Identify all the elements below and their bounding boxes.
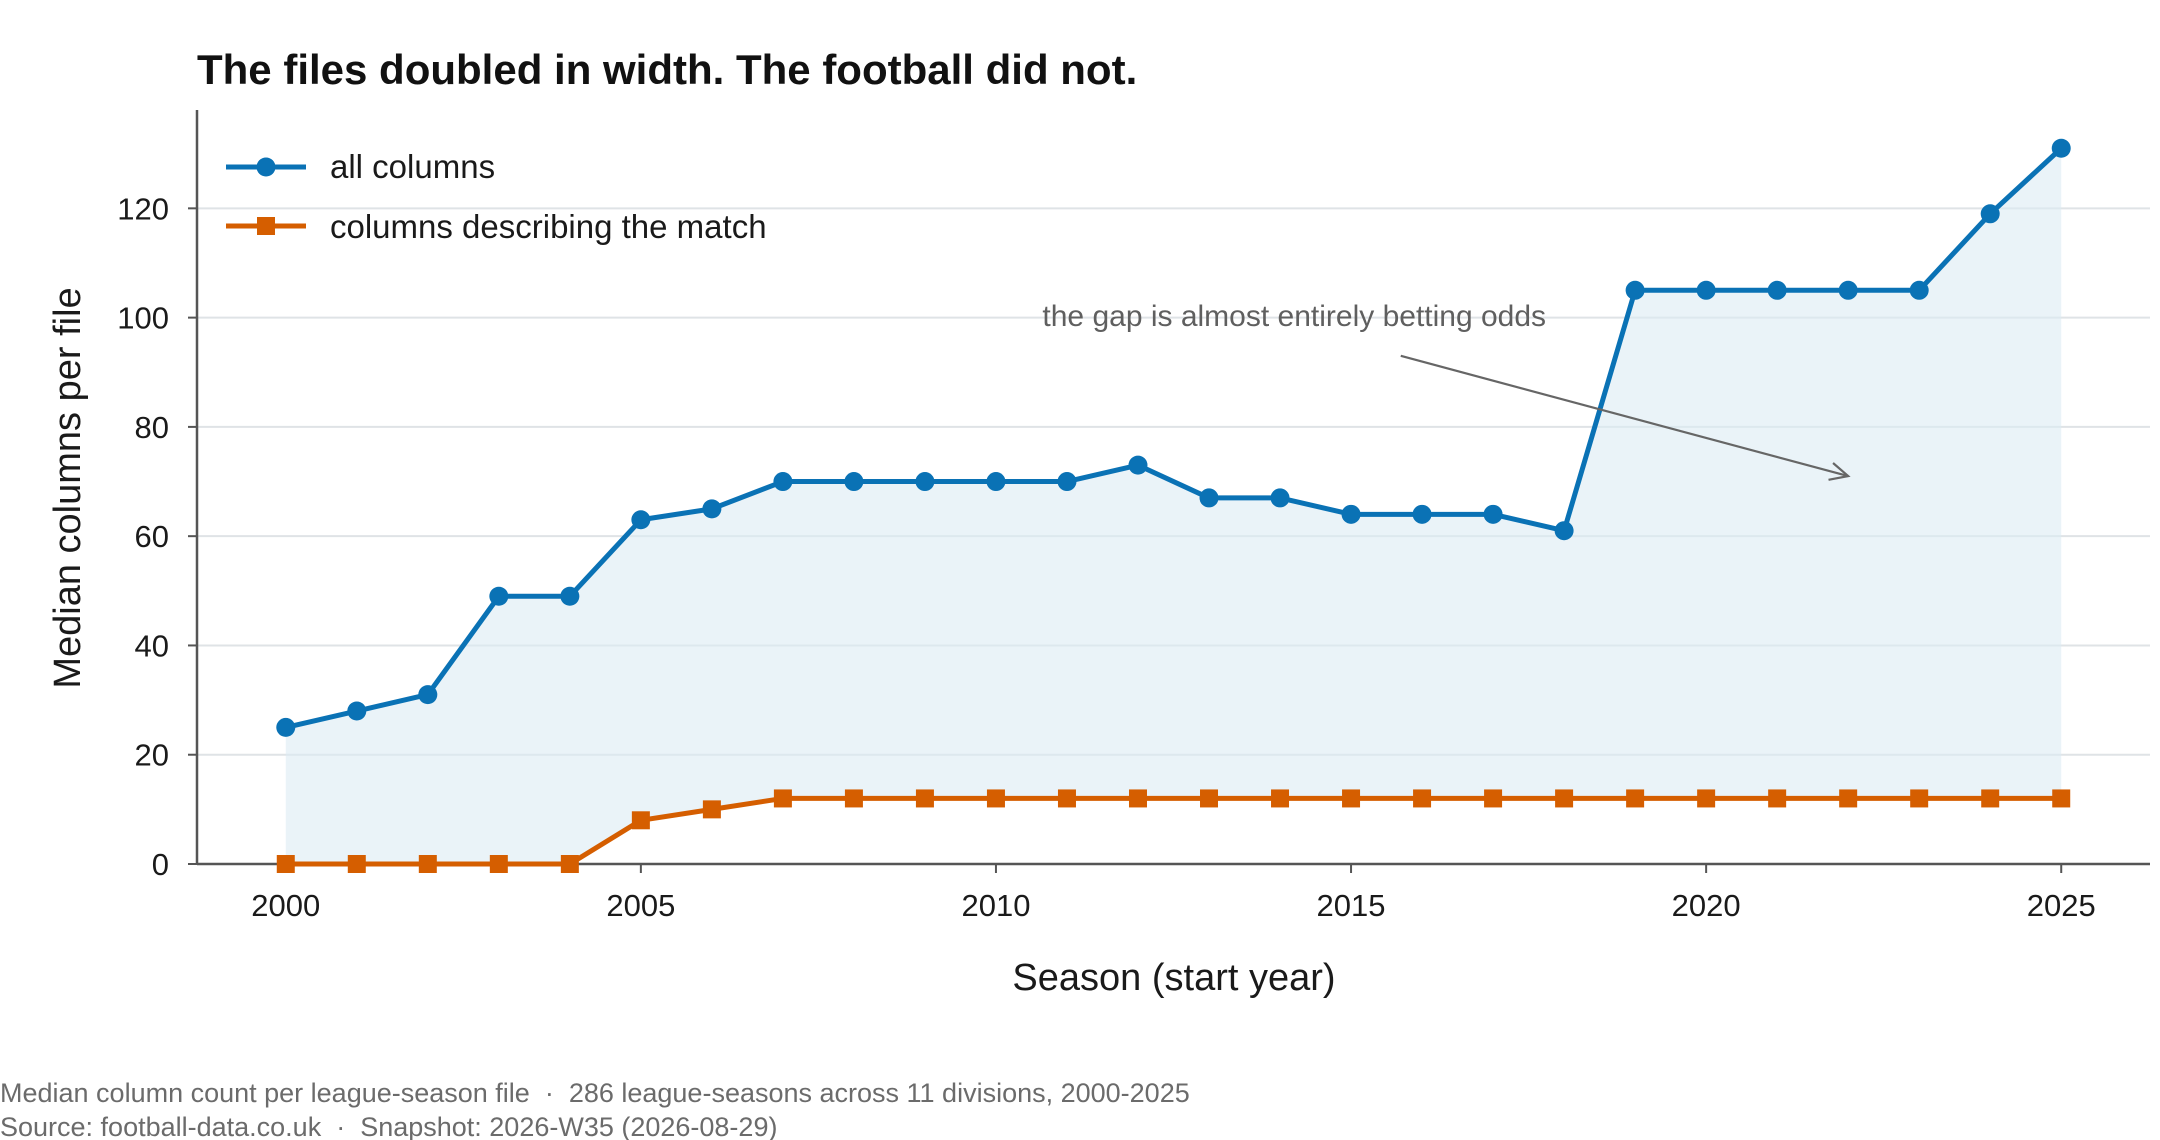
series-1-point-2002 [418,855,437,873]
series-1-point-2013 [1200,789,1219,808]
series-1-point-2021 [1768,789,1787,808]
series-0-point-2011 [1057,472,1077,492]
series-1-point-2000 [276,855,295,873]
series-0-point-2025 [2051,138,2071,158]
series-0-point-2004 [560,586,580,606]
legend-marker-all-columns [256,157,276,177]
series-1-point-2007 [773,789,792,808]
series-1-point-2022 [1839,789,1858,808]
series-1-point-2006 [702,800,721,819]
series-0-point-2023 [1909,280,1929,300]
y-tick-label-0: 0 [152,847,169,882]
series-0-point-2024 [1980,204,2000,224]
series-1-point-2020 [1697,789,1716,808]
series-1-point-2014 [1271,789,1290,808]
series-layer [276,138,2071,873]
series-0-point-2015 [1341,504,1361,524]
series-1-point-2011 [1057,789,1076,808]
series-0-point-2017 [1483,504,1503,524]
legend-label-all-columns: all columns [330,148,495,185]
series-line-1 [285,795,2062,867]
series-1-point-2005 [631,811,650,830]
series-1-point-2017 [1484,789,1503,808]
gap-fill-path [285,148,2062,864]
series-0-point-2002 [418,685,438,705]
annotation-text: the gap is almost entirely betting odds [1042,300,1546,333]
series-1-point-2001 [347,855,366,873]
series-0-point-2012 [1128,455,1148,475]
series-1-point-2003 [489,855,508,873]
legend-label-match-columns: columns describing the match [330,208,767,245]
series-0-point-2009 [915,472,935,492]
x-tick-label-2005: 2005 [606,888,675,923]
gap-fill-area [285,148,2062,864]
y-tick-label-120: 120 [117,191,169,226]
series-0-point-2006 [702,499,722,519]
series-0-point-2010 [986,472,1006,492]
axes: 0 20 40 60 80 100 120 2000 2005 2010 2015 2020 2025 [117,110,2150,923]
annotation-arrow-head [1828,462,1851,481]
x-tick-label-2025: 2025 [2027,888,2096,923]
series-1-point-2019 [1626,789,1645,808]
y-tick-label-40: 40 [135,628,169,663]
series-1-point-2015 [1342,789,1361,808]
series-1-point-2025 [2052,789,2071,808]
x-tick-label-2010: 2010 [961,888,1030,923]
footer-source: Source: football-data.co.uk · Snapshot: … [0,1112,777,1140]
series-0-point-2007 [773,472,793,492]
chart-title: The files doubled in width. The football… [197,46,1137,93]
series-0-point-2021 [1767,280,1787,300]
x-tick-label-2020: 2020 [1672,888,1741,923]
series-0-point-2005 [631,510,651,530]
series-0-point-2016 [1412,504,1432,524]
series-1-point-2018 [1555,789,1574,808]
series-1-point-2010 [986,789,1005,808]
series-0-point-2020 [1696,280,1716,300]
legend-marker-match-columns [257,217,275,235]
series-line-0 [285,146,2063,730]
x-tick-label-2000: 2000 [251,888,320,923]
series-0-point-2019 [1625,280,1645,300]
series-0-point-2018 [1554,521,1574,541]
annotation: the gap is almost entirely betting odds [1042,300,1851,481]
series-1-point-2024 [1981,789,2000,808]
series-0-point-2014 [1270,488,1290,508]
series-0-point-2003 [489,586,509,606]
series-0-point-2008 [844,472,864,492]
y-tick-label-80: 80 [135,410,169,445]
y-tick-label-20: 20 [135,738,169,773]
y-axis-title: Median columns per file [47,287,89,688]
series-1-point-2016 [1413,789,1432,808]
x-tick-label-2015: 2015 [1317,888,1386,923]
series-1-point-2008 [844,789,863,808]
footer-caption: Median column count per league-season fi… [0,1078,1190,1108]
legend: all columns columns describing the match [226,148,767,245]
series-1-point-2004 [560,855,579,873]
series-0-point-2001 [347,701,367,721]
series-1-point-2023 [1910,789,1929,808]
series-0-point-2013 [1199,488,1219,508]
series-0-point-2022 [1838,280,1858,300]
series-1-point-2009 [915,789,934,808]
y-tick-label-100: 100 [117,301,169,336]
annotation-arrow-line [1400,354,1849,478]
x-axis-title: Season (start year) [1012,957,1335,999]
series-0-point-2000 [276,717,296,737]
y-tick-label-60: 60 [135,519,169,554]
series-1-point-2012 [1128,789,1147,808]
